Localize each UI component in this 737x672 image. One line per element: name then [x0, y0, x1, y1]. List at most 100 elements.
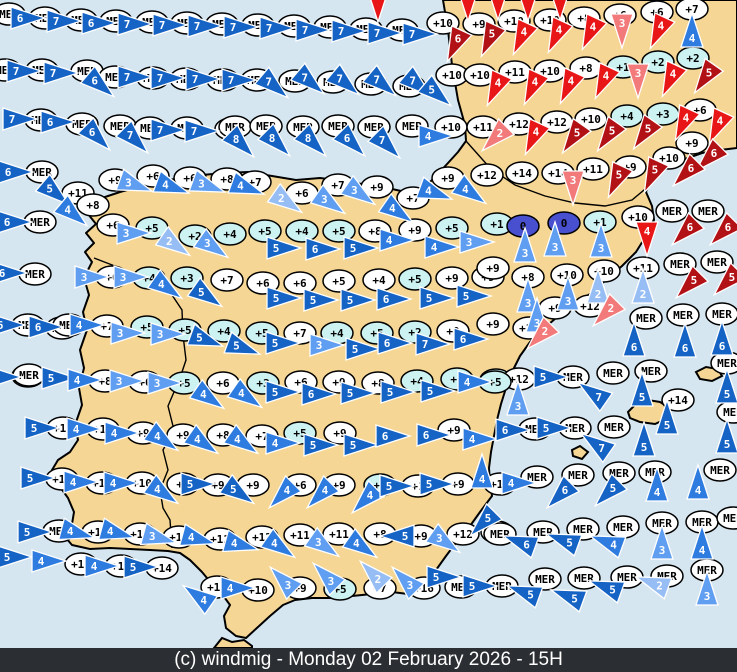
svg-text:3: 3: [117, 327, 124, 340]
svg-text:MER: MER: [30, 216, 50, 229]
wind-arrow: 6: [0, 210, 35, 234]
svg-text:4: 4: [76, 319, 83, 332]
svg-text:4: 4: [238, 387, 245, 400]
svg-text:+4: +4: [223, 228, 237, 241]
svg-text:+7: +7: [293, 327, 306, 340]
wind-arrow: 4: [97, 517, 137, 541]
wind-arrow: 4: [588, 535, 627, 559]
wind-arrow: 3: [116, 221, 154, 245]
wind-arrow: 3: [390, 565, 426, 601]
svg-text:MER: MER: [692, 516, 712, 529]
svg-text:+9: +9: [486, 318, 499, 331]
svg-text:0: 0: [520, 220, 527, 233]
svg-text:+10: +10: [132, 477, 152, 490]
svg-text:4: 4: [73, 423, 80, 436]
svg-text:4: 4: [431, 241, 438, 254]
wind-arrow: 5: [456, 284, 494, 308]
temp-label: +14: [661, 388, 695, 412]
wind-arrow: 7: [46, 9, 84, 33]
svg-text:6: 6: [523, 538, 530, 551]
svg-text:5: 5: [566, 536, 573, 549]
svg-text:+9: +9: [486, 262, 499, 275]
svg-text:MER: MER: [603, 367, 623, 380]
svg-text:7: 7: [595, 391, 602, 404]
svg-text:2: 2: [166, 235, 173, 248]
wind-arrow: 5: [505, 585, 544, 609]
svg-text:3: 3: [204, 237, 211, 250]
svg-text:4: 4: [188, 531, 195, 544]
svg-text:7: 7: [379, 134, 386, 147]
svg-text:3: 3: [157, 328, 164, 341]
sea-label: MER: [663, 252, 697, 276]
wind-arrow: 5: [266, 286, 304, 310]
wind-arrow: 7: [331, 19, 369, 43]
svg-text:3: 3: [316, 339, 323, 352]
wind-arrow: 3: [626, 63, 650, 101]
wind-arrow: 7: [152, 13, 190, 37]
wind-arrow: 4: [181, 584, 219, 616]
wind-arrow: 2: [586, 266, 610, 304]
wind-arrow: 5: [266, 236, 304, 260]
svg-text:+9: +9: [414, 530, 427, 543]
svg-text:6: 6: [384, 337, 391, 350]
svg-text:4: 4: [590, 21, 597, 34]
svg-text:+5: +5: [332, 225, 345, 238]
svg-text:6: 6: [460, 333, 467, 346]
svg-text:7: 7: [191, 125, 198, 138]
svg-text:5: 5: [352, 343, 359, 356]
wind-arrow: 6: [10, 6, 48, 30]
svg-text:4: 4: [271, 537, 278, 550]
wind-arrow: 2: [591, 292, 627, 328]
svg-text:4: 4: [464, 376, 471, 389]
svg-text:+4: +4: [330, 327, 344, 340]
svg-text:5: 5: [652, 164, 659, 177]
wind-arrow: 7: [184, 119, 222, 143]
wind-arrow: 5: [380, 380, 418, 404]
svg-text:4: 4: [353, 537, 360, 550]
svg-text:6: 6: [455, 33, 462, 46]
svg-text:5: 5: [48, 372, 55, 385]
sea-label: MER: [703, 458, 737, 482]
svg-text:+5: +5: [488, 376, 501, 389]
temp-label: +8: [76, 193, 110, 217]
svg-text:5: 5: [724, 438, 731, 451]
wind-arrow: 5: [420, 379, 458, 403]
wind-arrow: 7: [579, 432, 617, 464]
svg-text:4: 4: [462, 183, 469, 196]
wind-arrow: 6: [545, 474, 581, 510]
wind-arrow: 2: [631, 266, 655, 304]
svg-text:+8: +8: [86, 199, 99, 212]
svg-text:6: 6: [711, 147, 718, 160]
wind-arrow: [366, 0, 390, 25]
sea-label: MER: [556, 365, 590, 389]
svg-text:+5: +5: [408, 273, 421, 286]
svg-text:3: 3: [315, 536, 322, 549]
svg-text:+5: +5: [140, 321, 153, 334]
svg-text:MER: MER: [32, 166, 52, 179]
wind-arrow: 5: [419, 472, 457, 496]
svg-text:3: 3: [659, 544, 666, 557]
svg-text:5: 5: [273, 292, 280, 305]
wind-arrow: 7: [361, 64, 398, 97]
wind-arrow: 5: [218, 473, 256, 505]
wind-arrow: 6: [710, 318, 734, 356]
sea-label: MER: [558, 416, 592, 440]
sea-label: MER: [685, 510, 719, 534]
svg-text:5: 5: [426, 478, 433, 491]
wind-arrow: 4: [222, 423, 260, 455]
wind-arrow: 5: [303, 433, 341, 457]
temp-label: +5: [478, 370, 512, 394]
wind-arrow: 7: [366, 124, 402, 160]
svg-text:+12: +12: [509, 373, 529, 386]
wind-arrow: 7: [223, 15, 261, 39]
svg-text:6: 6: [687, 221, 694, 234]
svg-text:7: 7: [228, 74, 235, 87]
wind-arrow: 3: [309, 333, 347, 357]
svg-text:MER: MER: [565, 422, 585, 435]
wind-arrow: 4: [512, 17, 539, 57]
svg-text:4: 4: [654, 486, 661, 499]
svg-text:4: 4: [227, 582, 234, 595]
svg-text:2: 2: [656, 579, 663, 592]
svg-text:+10: +10: [659, 152, 679, 165]
wind-arrow: 4: [341, 527, 379, 559]
